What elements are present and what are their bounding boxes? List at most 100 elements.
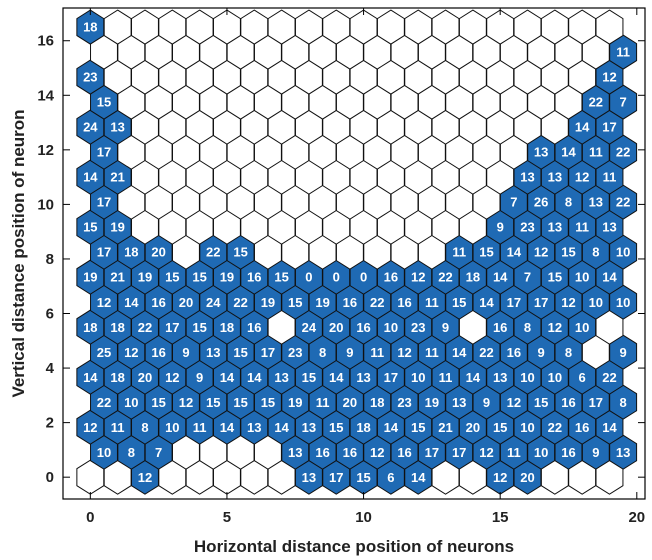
hex-value-label: 15 bbox=[165, 270, 179, 285]
hex-value-label: 20 bbox=[520, 470, 534, 485]
hex-value-label: 17 bbox=[165, 320, 179, 335]
x-tick-label: 15 bbox=[492, 509, 509, 526]
hex-value-label: 20 bbox=[151, 245, 165, 260]
hex-value-label: 15 bbox=[233, 345, 247, 360]
hex-value-label: 10 bbox=[616, 295, 630, 310]
hex-value-label: 13 bbox=[110, 120, 124, 135]
hex-value-label: 26 bbox=[534, 195, 548, 210]
hex-value-label: 22 bbox=[479, 345, 493, 360]
hex-value-label: 17 bbox=[261, 345, 275, 360]
hex-value-label: 22 bbox=[97, 395, 111, 410]
hex-value-label: 13 bbox=[356, 370, 370, 385]
hex-value-label: 8 bbox=[620, 395, 627, 410]
hex-value-label: 22 bbox=[233, 295, 247, 310]
hex-value-label: 10 bbox=[548, 370, 562, 385]
hex-value-label: 23 bbox=[83, 70, 97, 85]
y-tick-label: 14 bbox=[37, 87, 54, 104]
hex-value-label: 16 bbox=[343, 445, 357, 460]
hex-value-label: 0 bbox=[333, 270, 340, 285]
hex-value-label: 17 bbox=[97, 145, 111, 160]
hex-value-label: 17 bbox=[425, 445, 439, 460]
hex-value-label: 16 bbox=[343, 295, 357, 310]
hex-value-label: 22 bbox=[548, 420, 562, 435]
hex-value-label: 8 bbox=[592, 245, 599, 260]
hex-value-label: 15 bbox=[274, 270, 288, 285]
hex-value-label: 12 bbox=[138, 470, 152, 485]
hex-value-label: 10 bbox=[534, 445, 548, 460]
y-tick-label: 4 bbox=[46, 360, 55, 377]
hex-value-label: 22 bbox=[438, 270, 452, 285]
hex-value-label: 22 bbox=[616, 145, 630, 160]
hex-value-label: 13 bbox=[302, 420, 316, 435]
hex-value-label: 18 bbox=[356, 420, 370, 435]
hex-value-label: 14 bbox=[274, 420, 289, 435]
hex-value-label: 19 bbox=[220, 270, 234, 285]
hex-value-label: 12 bbox=[165, 370, 179, 385]
hex-value-label: 12 bbox=[124, 345, 138, 360]
y-tick-label: 0 bbox=[46, 469, 54, 486]
hex-value-label: 17 bbox=[97, 195, 111, 210]
hex-value-label: 18 bbox=[83, 320, 97, 335]
hex-value-label: 11 bbox=[589, 145, 603, 160]
hex-value-label: 16 bbox=[384, 270, 398, 285]
hex-value-label: 17 bbox=[97, 245, 111, 260]
hex-value-label: 14 bbox=[493, 270, 508, 285]
hex-value-label: 15 bbox=[288, 295, 302, 310]
hex-value-label: 17 bbox=[329, 470, 343, 485]
hex-value-label: 13 bbox=[520, 170, 534, 185]
hex-value-label: 17 bbox=[534, 295, 548, 310]
hex-value-label: 12 bbox=[493, 470, 507, 485]
hex-value-label: 11 bbox=[111, 420, 125, 435]
hex-value-label: 22 bbox=[206, 245, 220, 260]
hex-value-label: 7 bbox=[155, 445, 162, 460]
hex-value-label: 17 bbox=[589, 395, 603, 410]
hex-value-label: 20 bbox=[138, 370, 152, 385]
hex-value-label: 19 bbox=[261, 295, 275, 310]
hex-value-label: 12 bbox=[602, 70, 616, 85]
hex-value-label: 10 bbox=[575, 270, 589, 285]
hex-value-label: 18 bbox=[83, 20, 97, 35]
hex-value-label: 23 bbox=[520, 220, 534, 235]
hex-value-label: 9 bbox=[497, 220, 504, 235]
hex-value-label: 22 bbox=[589, 95, 603, 110]
hex-value-label: 22 bbox=[138, 320, 152, 335]
hex-value-label: 9 bbox=[538, 345, 545, 360]
hex-value-label: 13 bbox=[452, 395, 466, 410]
hex-value-label: 9 bbox=[620, 345, 627, 360]
hex-value-label: 9 bbox=[483, 395, 490, 410]
hex-value-label: 15 bbox=[356, 470, 370, 485]
hex-value-label: 12 bbox=[411, 270, 425, 285]
hex-value-label: 9 bbox=[592, 445, 599, 460]
hex-value-label: 14 bbox=[602, 420, 617, 435]
hex-value-label: 11 bbox=[439, 370, 453, 385]
hex-value-label: 16 bbox=[493, 320, 507, 335]
hex-value-label: 7 bbox=[510, 195, 517, 210]
hex-value-label: 11 bbox=[603, 170, 617, 185]
hex-value-label: 13 bbox=[589, 195, 603, 210]
hex-value-label: 11 bbox=[316, 395, 330, 410]
hex-value-label: 12 bbox=[179, 395, 193, 410]
hex-value-label: 6 bbox=[387, 470, 394, 485]
x-axis-label: Horizontal distance position of neurons bbox=[194, 537, 514, 556]
hex-value-label: 20 bbox=[329, 320, 343, 335]
hex-value-label: 10 bbox=[589, 295, 603, 310]
hex-value-label: 10 bbox=[411, 370, 425, 385]
hex-value-label: 14 bbox=[220, 370, 235, 385]
x-tick-label: 5 bbox=[223, 509, 231, 526]
hex-value-label: 13 bbox=[534, 145, 548, 160]
hex-value-label: 16 bbox=[151, 295, 165, 310]
hex-value-label: 15 bbox=[493, 420, 507, 435]
hex-value-label: 23 bbox=[411, 320, 425, 335]
hex-value-label: 10 bbox=[616, 245, 630, 260]
hex-value-label: 11 bbox=[616, 45, 630, 60]
hex-value-label: 23 bbox=[397, 395, 411, 410]
hex-value-label: 19 bbox=[83, 270, 97, 285]
x-tick-label: 10 bbox=[355, 509, 372, 526]
hex-value-label: 19 bbox=[138, 270, 152, 285]
plot-frame bbox=[62, 7, 646, 500]
hex-value-label: 18 bbox=[110, 320, 124, 335]
hex-value-label: 6 bbox=[579, 370, 586, 385]
hex-value-label: 14 bbox=[575, 120, 590, 135]
hex-value-label: 14 bbox=[384, 420, 399, 435]
